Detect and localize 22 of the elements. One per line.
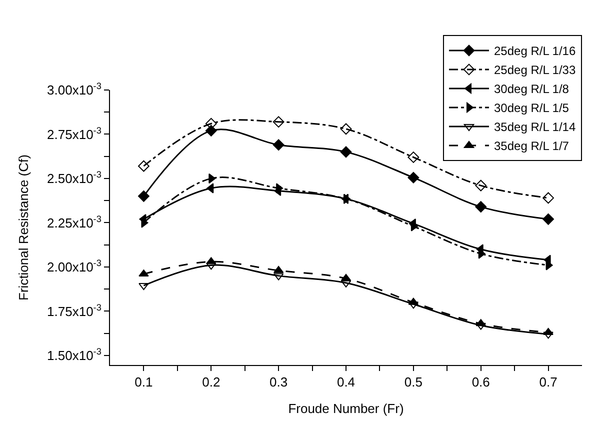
x-tick-label: 0.2	[202, 374, 220, 390]
legend-label: 35deg R/L 1/7	[494, 139, 570, 154]
x-tick-label: 0.4	[336, 374, 356, 390]
y-tick-label: 1.75x10$^{-3}$	[47, 302, 102, 319]
y-tick-label: 3.00x10$^{-3}$	[47, 81, 102, 98]
x-tick-label: 0.3	[270, 374, 288, 390]
legend-label: 25deg R/L 1/16	[494, 44, 576, 58]
y-tick-label: 1.50x10$^{-3}$	[47, 346, 102, 363]
legend-label: 25deg R/L 1/33	[494, 63, 576, 78]
x-axis-title: Froude Number (Fr)	[288, 401, 404, 416]
x-tick-label: 0.5	[404, 374, 422, 390]
x-tick-label: 0.1	[134, 374, 153, 390]
x-tick-label: 0.7	[539, 374, 558, 390]
y-tick-label: 2.25x10$^{-3}$	[47, 214, 102, 230]
legend-label: 30deg R/L 1/8	[494, 82, 570, 96]
y-axis-title: Frictional Resistance (Cf)	[16, 154, 31, 300]
y-tick-label: 2.50x10$^{-3}$	[47, 170, 102, 186]
y-tick-label: 2.75x10$^{-3}$	[47, 125, 102, 142]
y-tick-label: 2.00x10$^{-3}$	[47, 258, 102, 275]
legend-label: 30deg R/L 1/5	[494, 101, 570, 116]
legend-label: 35deg R/L 1/14	[494, 120, 576, 134]
x-tick-label: 0.6	[472, 374, 490, 390]
